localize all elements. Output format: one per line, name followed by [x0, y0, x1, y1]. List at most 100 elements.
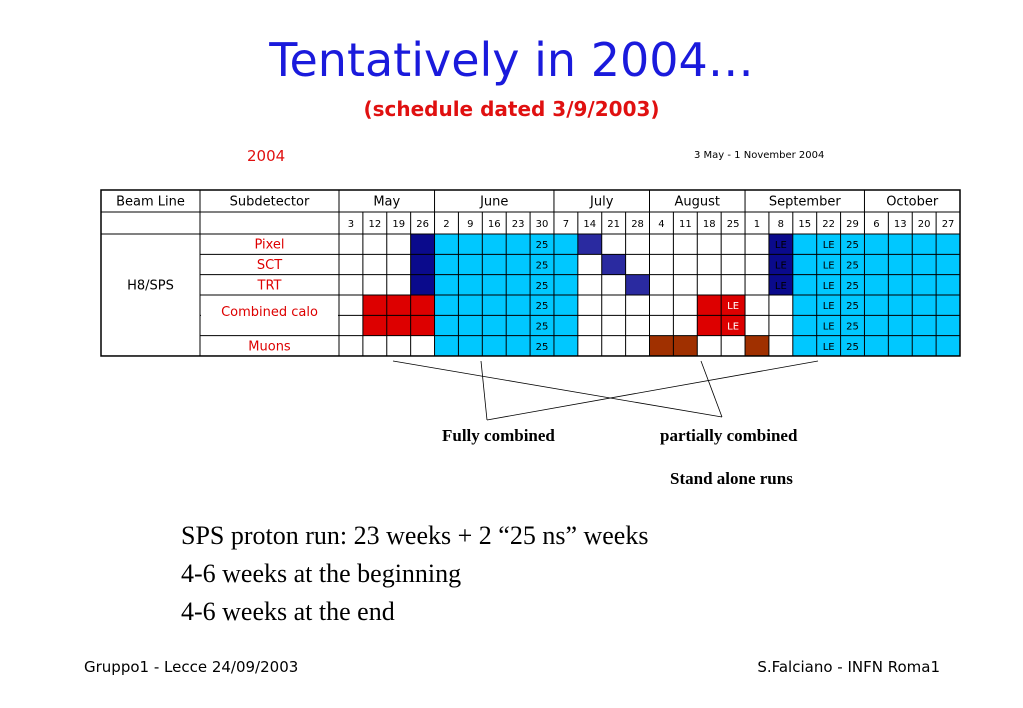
- cell-label: 25: [846, 240, 859, 251]
- schedule-cell: [912, 274, 937, 295]
- schedule-cell: [745, 254, 769, 275]
- schedule-cell: [482, 335, 507, 356]
- schedule-cell: [577, 335, 602, 356]
- schedule-cell: [936, 274, 960, 295]
- schedule-cell: [816, 294, 841, 316]
- cell-label: 25: [846, 301, 859, 312]
- schedule-cell: [434, 254, 459, 275]
- month-label: July: [589, 195, 614, 210]
- schedule-cell: [458, 335, 483, 356]
- schedule-cell: [912, 234, 937, 255]
- header-beam-line: Beam Line: [116, 195, 185, 210]
- schedule-cell: [649, 274, 674, 295]
- schedule-cell: [673, 294, 698, 316]
- schedule-cell: [362, 234, 387, 255]
- schedule-cell: [888, 335, 913, 356]
- schedule-cell: [912, 315, 937, 336]
- annotation-line: [700, 360, 723, 418]
- schedule-cell: [601, 234, 626, 255]
- week-label: 19: [392, 219, 405, 230]
- schedule-cell: [745, 274, 769, 295]
- schedule-cell: [816, 335, 841, 356]
- schedule-cell: [912, 254, 937, 275]
- cell-label: LE: [775, 240, 787, 251]
- schedule-cell: [888, 315, 913, 336]
- schedule-cell: [792, 335, 817, 356]
- schedule-cell: [601, 274, 626, 295]
- schedule-cell: [339, 315, 363, 336]
- schedule-cell: [506, 254, 531, 275]
- schedule-cell: [888, 234, 913, 255]
- schedule-cell: [697, 254, 722, 275]
- schedule-cell: [577, 254, 602, 275]
- annotation-lines: [392, 360, 819, 421]
- schedule-cell: [745, 234, 769, 255]
- schedule-cell: [792, 315, 817, 336]
- schedule-cell: [458, 274, 483, 295]
- schedule-cell: [577, 315, 602, 336]
- month-label: September: [769, 195, 842, 210]
- schedule-cell: [768, 315, 793, 336]
- schedule-cell: [553, 315, 578, 336]
- schedule-cell: [816, 234, 841, 255]
- schedule-cell: [362, 294, 387, 316]
- schedule-year: 2004: [247, 147, 286, 165]
- week-label: 29: [846, 219, 859, 230]
- schedule-cell: [888, 274, 913, 295]
- schedule-cell: [458, 315, 483, 336]
- schedule-cell: [410, 254, 435, 275]
- cell-label: LE: [823, 260, 835, 271]
- week-label: 25: [727, 219, 740, 230]
- schedule-cell: [601, 254, 626, 275]
- week-label: 28: [631, 219, 644, 230]
- cell-label: 25: [536, 260, 549, 271]
- cell-label: 25: [536, 240, 549, 251]
- schedule-cell: [888, 294, 913, 316]
- schedule-cell: [864, 335, 889, 356]
- cell-label: LE: [775, 281, 787, 292]
- schedule-cell: [768, 234, 793, 255]
- schedule-cell: [864, 254, 889, 275]
- schedule-cell: [410, 274, 435, 295]
- schedule-cell: [458, 254, 483, 275]
- schedule-cell: [362, 315, 387, 336]
- schedule-cell: [936, 335, 960, 356]
- schedule-cell: [864, 274, 889, 295]
- schedule-cell: [601, 315, 626, 336]
- schedule-cell: [601, 294, 626, 316]
- schedule-cell: [577, 294, 602, 316]
- schedule-cell: [482, 274, 507, 295]
- week-label: 18: [703, 219, 716, 230]
- cell-label: LE: [823, 240, 835, 251]
- schedule-cell: [625, 315, 650, 336]
- schedule-cell: [506, 294, 531, 316]
- cell-label: LE: [727, 301, 739, 312]
- annotation-line: [392, 360, 723, 418]
- schedule-cell: [864, 315, 889, 336]
- month-label: October: [886, 195, 939, 210]
- schedule-cell: [386, 315, 411, 336]
- schedule-cell: [864, 234, 889, 255]
- schedule-cell: [506, 274, 531, 295]
- schedule-cell: [434, 294, 459, 316]
- schedule-cell: [410, 294, 435, 316]
- schedule-cell: [721, 274, 746, 295]
- schedule-cell: [530, 294, 554, 316]
- week-label: 20: [918, 219, 931, 230]
- schedule-cell: [482, 254, 507, 275]
- schedule-cell: [673, 254, 698, 275]
- schedule-cell: [362, 335, 387, 356]
- week-label: 26: [416, 219, 429, 230]
- schedule-cell: [386, 294, 411, 316]
- schedule-cell: [434, 234, 459, 255]
- week-label: 11: [679, 219, 692, 230]
- cell-label: 25: [536, 281, 549, 292]
- schedule-cell: [792, 254, 817, 275]
- schedule-cell: [434, 315, 459, 336]
- schedule-cell: [888, 254, 913, 275]
- subdetector-label: SCT: [257, 258, 282, 273]
- schedule-cell: [339, 335, 363, 356]
- footer-right: S.Falciano - INFN Roma1: [757, 658, 940, 676]
- schedule-cell: [840, 254, 865, 275]
- week-label: 1: [754, 219, 760, 230]
